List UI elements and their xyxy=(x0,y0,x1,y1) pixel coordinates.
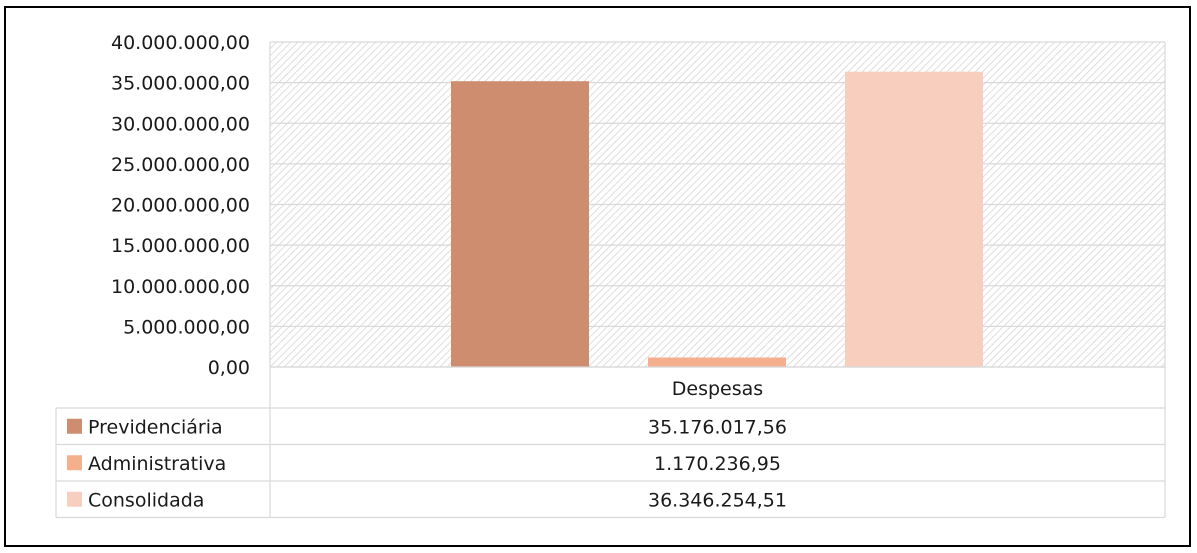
data-value: 36.346.254,51 xyxy=(648,489,787,511)
y-tick-label: 0,00 xyxy=(208,357,250,379)
bars xyxy=(451,71,983,368)
legend-label: Consolidada xyxy=(88,489,204,511)
y-tick-label: 10.000.000,00 xyxy=(111,276,250,298)
data-value: 1.170.236,95 xyxy=(654,453,781,475)
legend-swatch xyxy=(67,455,82,471)
data-value: 35.176.017,56 xyxy=(648,416,787,438)
y-tick-label: 30.000.000,00 xyxy=(111,113,250,135)
legend-swatch xyxy=(67,491,82,507)
gridlines xyxy=(270,41,1165,368)
legend-label: Previdenciária xyxy=(88,416,223,438)
y-tick-label: 40.000.000,00 xyxy=(111,32,250,54)
y-tick-label: 5.000.000,00 xyxy=(123,316,250,338)
legend-label: Administrativa xyxy=(88,453,226,475)
data-table: Despesas Previdenciária 35.176.017,56 Admin… xyxy=(55,42,1166,519)
y-tick-label: 35.000.000,00 xyxy=(111,73,250,95)
y-tick-label: 20.000.000,00 xyxy=(111,195,250,217)
bar-administrativa xyxy=(648,357,786,367)
legend-swatch xyxy=(67,418,82,434)
y-tick-label: 15.000.000,00 xyxy=(111,235,250,257)
y-tick-label: 25.000.000,00 xyxy=(111,154,250,176)
y-axis-ticks: 0,00 5.000.000,00 10.000.000,00 15.000.000,… xyxy=(111,32,250,379)
bar-previdenciária xyxy=(451,81,589,367)
category-label: Despesas xyxy=(672,378,763,400)
bar-consolidada xyxy=(845,71,983,368)
